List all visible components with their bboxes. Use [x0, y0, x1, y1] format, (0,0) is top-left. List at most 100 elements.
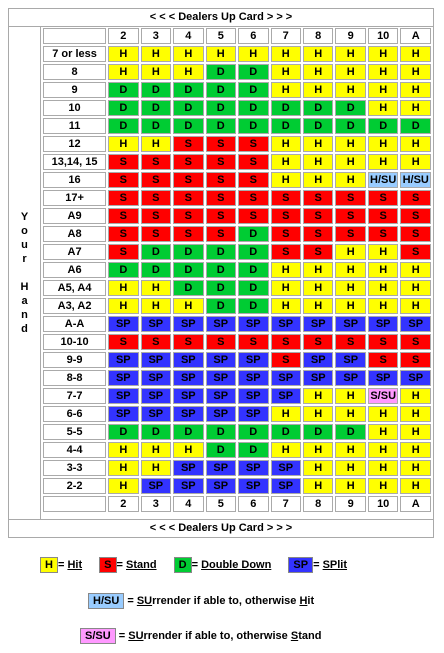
action-cell: H [302, 154, 334, 170]
action-cell: SP [335, 352, 366, 368]
action-cell: S [108, 172, 139, 188]
side-letter: H [20, 281, 29, 293]
action-cell: D [367, 118, 399, 134]
action-cell: D [335, 424, 366, 440]
action-cell: H [140, 46, 172, 62]
action-cell: H [335, 460, 366, 476]
action-cell: D [140, 262, 172, 278]
legend-ssu-mid: rrender if able to, otherwise [143, 630, 291, 642]
action-cell: H [108, 136, 139, 152]
action-cell: S [238, 154, 269, 170]
action-cell: SP [238, 460, 269, 476]
legend-hsu-end: it [307, 595, 315, 607]
action-cell: H [400, 478, 431, 494]
legend-ssu-s: S [290, 630, 299, 642]
dealer-card-label: 3 [140, 496, 172, 512]
action-cell: D [205, 100, 237, 116]
dealer-card-label: 8 [302, 28, 334, 44]
action-cell: SP [238, 352, 269, 368]
dealer-card-label: 2 [108, 496, 139, 512]
action-cell: H [400, 64, 431, 80]
action-cell: SP [270, 478, 301, 494]
action-cell: SP [140, 352, 172, 368]
action-cell: H [367, 46, 399, 62]
side-letter: Y [20, 211, 29, 223]
action-cell: D [140, 82, 172, 98]
action-cell: H/SU [400, 172, 431, 188]
action-cell: D [302, 118, 334, 134]
action-cell: H [302, 262, 334, 278]
action-cell: S [367, 226, 399, 242]
action-cell: D [238, 424, 269, 440]
player-hand-label: 11 [43, 118, 107, 134]
action-cell: H [367, 478, 399, 494]
legend-stand-surrender: S/SU = SUrrender if able to, otherwise S… [80, 628, 321, 644]
action-cell: SP [173, 406, 204, 422]
action-cell: SP [367, 370, 399, 386]
legend-hit-text: Hit [67, 559, 83, 571]
legend-double: D = Double Down [173, 557, 275, 573]
action-cell: H [140, 136, 172, 152]
action-cell: H [173, 298, 204, 314]
action-cell: SP [140, 370, 172, 386]
action-cell: H [140, 442, 172, 458]
action-cell: H [400, 442, 431, 458]
action-cell: D [205, 244, 237, 260]
action-cell: S [173, 226, 204, 242]
action-cell: H/SU [367, 172, 399, 188]
action-cell: S [108, 334, 139, 350]
action-cell: D [302, 100, 334, 116]
table-row: A5, A4 H H D D D H H H H H [43, 280, 431, 296]
action-cell: SP [205, 352, 237, 368]
dealer-card-label: 10 [367, 28, 399, 44]
action-cell: S [238, 334, 269, 350]
player-hand-label: 5-5 [43, 424, 107, 440]
action-cell: H [400, 82, 431, 98]
action-cell: S [140, 226, 172, 242]
action-cell: D [335, 118, 366, 134]
action-cell: H [335, 442, 366, 458]
legend-hit: H = Hit [40, 557, 85, 573]
action-cell: D [238, 244, 269, 260]
action-cell: H [270, 64, 301, 80]
action-cell: S [205, 226, 237, 242]
action-cell: S [302, 334, 334, 350]
action-cell: SP [205, 316, 237, 332]
action-cell: H [270, 82, 301, 98]
table-row: 4-4 H H H D D H H H H H [43, 442, 431, 458]
action-cell: H [367, 154, 399, 170]
table-row: 17+ S S S S S S S S S S [43, 190, 431, 206]
legend-hsu-swatch: H/SU [88, 593, 125, 609]
action-cell: SP [108, 352, 139, 368]
action-cell: H [335, 388, 366, 404]
dealer-card-label: 8 [302, 496, 334, 512]
table-row: 7-7 SP SP SP SP SP SP H H S/SU H [43, 388, 431, 404]
action-cell: SP [173, 478, 204, 494]
player-hand-label: 8 [43, 64, 107, 80]
dealer-card-label: 2 [108, 28, 139, 44]
action-cell: D [270, 118, 301, 134]
action-cell: D [108, 118, 139, 134]
dealer-card-label: 4 [173, 496, 204, 512]
strategy-table: 2 3 4 5 6 7 8 9 10 A 7 or less H H H H H H H H H H 8 H H H D D H H H H… [41, 26, 433, 514]
action-cell: H [335, 406, 366, 422]
action-cell: D [238, 82, 269, 98]
player-hand-label: 4-4 [43, 442, 107, 458]
action-cell: SP [140, 406, 172, 422]
action-cell: S [205, 172, 237, 188]
table-row: 3-3 H H SP SP SP SP H H H H [43, 460, 431, 476]
player-hand-label: A7 [43, 244, 107, 260]
action-cell: D [173, 100, 204, 116]
action-cell: D [205, 82, 237, 98]
table-row: A-A SP SP SP SP SP SP SP SP SP SP [43, 316, 431, 332]
action-cell: S [270, 244, 301, 260]
action-cell: S [140, 190, 172, 206]
action-cell: SP [173, 388, 204, 404]
action-cell: H [335, 478, 366, 494]
action-cell: S [108, 154, 139, 170]
action-cell: H [335, 46, 366, 62]
legend-ssu-swatch: S/SU [80, 628, 116, 644]
action-cell: SP [238, 406, 269, 422]
